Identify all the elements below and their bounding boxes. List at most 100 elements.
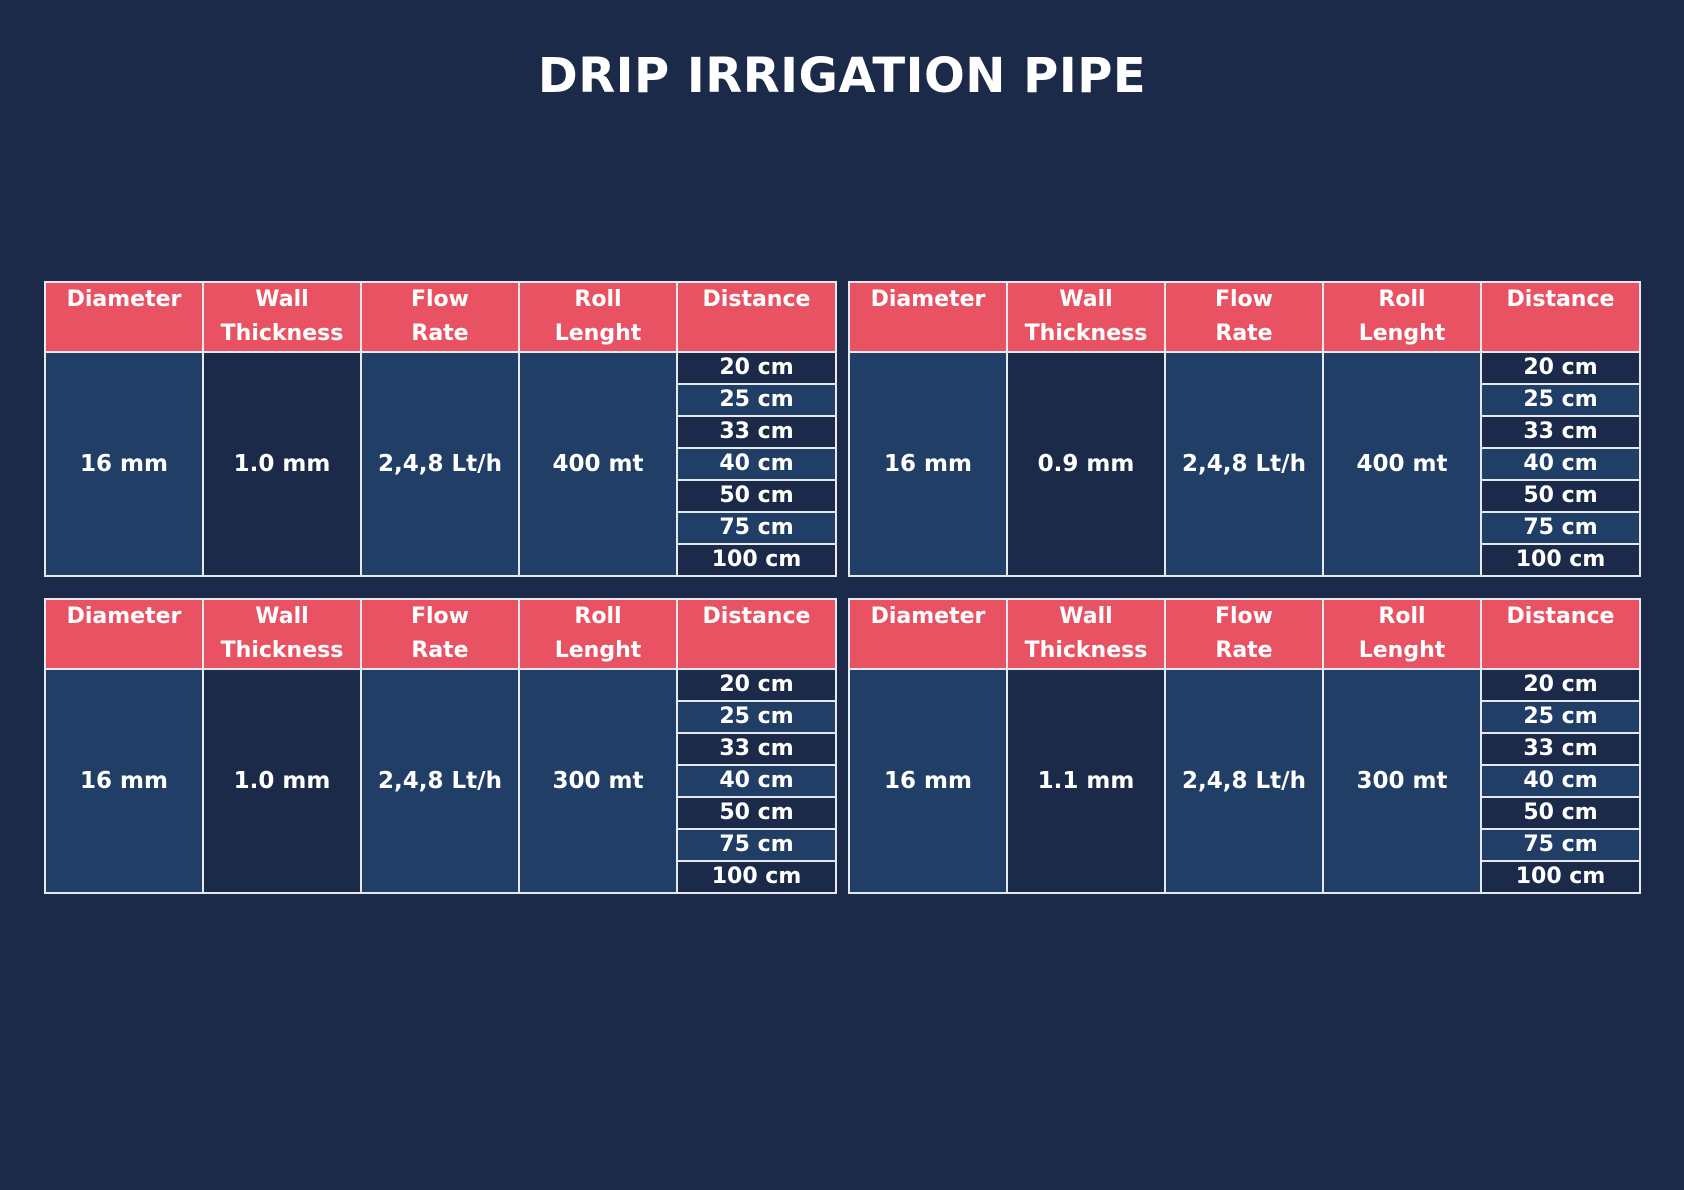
- header-flow-rate: Flow Rate: [1164, 598, 1324, 670]
- table-row: 33 cm: [45, 415, 837, 449]
- cell-distance: 33 cm: [1480, 415, 1641, 449]
- table-row: 25 cm: [45, 383, 837, 417]
- header-line: Lenght: [554, 321, 642, 346]
- header-line: Diameter: [66, 287, 182, 312]
- cell-distance: 25 cm: [1480, 700, 1641, 734]
- header-diameter: Diameter: [44, 598, 204, 670]
- cell-distance: 50 cm: [1480, 796, 1641, 830]
- cell-distance: 33 cm: [676, 415, 837, 449]
- header-line: Roll: [574, 287, 622, 312]
- cell-diameter: 16 mm: [848, 351, 1008, 577]
- table-row: 40 cm: [45, 447, 837, 481]
- table-row: 50 cm: [45, 796, 837, 830]
- cell-flow-rate: 2,4,8 Lt/h: [1164, 668, 1324, 894]
- header-wall-thickness: Wall Thickness: [202, 598, 362, 670]
- table-row: 100 cm: [45, 860, 837, 894]
- page-title: DRIP IRRIGATION PIPE: [537, 48, 1147, 104]
- cell-distance: 40 cm: [676, 764, 837, 798]
- header-wall-thickness: Wall Thickness: [202, 281, 362, 353]
- cell-diameter: 16 mm: [848, 668, 1008, 894]
- cell-distance: 25 cm: [1480, 383, 1641, 417]
- table-row: 50 cm: [45, 479, 837, 513]
- table-row: 33 cm: [849, 732, 1641, 766]
- table-row: 50 cm: [849, 479, 1641, 513]
- cell-wall-thickness: 0.9 mm: [1006, 351, 1166, 577]
- header-row: Diameter Wall Thickness Flow Rate Roll Lenght D…: [44, 281, 837, 353]
- table-row: 16 mm 1.0 mm 2,4,8 Lt/h 300 mt 20 cm: [44, 668, 837, 894]
- header-row: Diameter Wall Thickness Flow Rate Roll Lenght D…: [848, 598, 1641, 670]
- table-row: 40 cm: [849, 447, 1641, 481]
- cell-distance: 20 cm: [676, 668, 837, 702]
- table-row: 100 cm: [45, 543, 837, 577]
- cell-diameter: 16 mm: [44, 351, 204, 577]
- header-row: Diameter Wall Thickness Flow Rate Roll Lenght D…: [848, 281, 1641, 353]
- cell-distance: 40 cm: [1480, 764, 1641, 798]
- header-line: Lenght: [1358, 321, 1446, 346]
- cell-distance: 50 cm: [1480, 479, 1641, 513]
- table-row: 40 cm: [849, 764, 1641, 798]
- table-row: 33 cm: [849, 415, 1641, 449]
- header-line: Roll: [574, 604, 622, 629]
- cell-distance: 75 cm: [1480, 511, 1641, 545]
- header-line: Flow: [410, 287, 469, 312]
- header-line: Flow: [1214, 604, 1273, 629]
- table-row: 25 cm: [45, 700, 837, 734]
- table-row: 40 cm: [45, 764, 837, 798]
- table-row: 25 cm: [849, 383, 1641, 417]
- header-diameter: Diameter: [848, 598, 1008, 670]
- cell-distance: 100 cm: [676, 543, 837, 577]
- header-line: Roll: [1378, 287, 1426, 312]
- header-line: Distance: [1506, 604, 1615, 629]
- cell-distance: 20 cm: [676, 351, 837, 385]
- header-line: Lenght: [1358, 638, 1446, 663]
- cell-distance: 100 cm: [1480, 860, 1641, 894]
- spec-table-bottom-right: Diameter Wall Thickness Flow Rate Roll Lenght D…: [848, 598, 1641, 894]
- cell-wall-thickness: 1.1 mm: [1006, 668, 1166, 894]
- spec-table-top-left: Diameter Wall Thickness Flow Rate Roll Lenght D…: [44, 281, 837, 577]
- header-line: Diameter: [870, 604, 986, 629]
- header-line: Distance: [702, 604, 811, 629]
- header-line: Thickness: [220, 638, 344, 663]
- table-row: 75 cm: [45, 511, 837, 545]
- header-flow-rate: Flow Rate: [1164, 281, 1324, 353]
- header-roll-length: Roll Lenght: [518, 281, 678, 353]
- table-row: 100 cm: [849, 860, 1641, 894]
- header-line: Rate: [411, 321, 469, 346]
- cell-wall-thickness: 1.0 mm: [202, 351, 362, 577]
- cell-roll-length: 400 mt: [1322, 351, 1482, 577]
- cell-flow-rate: 2,4,8 Lt/h: [1164, 351, 1324, 577]
- table-row: 50 cm: [849, 796, 1641, 830]
- table-row: 75 cm: [45, 828, 837, 862]
- cell-distance: 33 cm: [1480, 732, 1641, 766]
- header-line: Distance: [702, 287, 811, 312]
- header-line: Diameter: [870, 287, 986, 312]
- header-line: Rate: [1215, 638, 1273, 663]
- cell-distance: 20 cm: [1480, 668, 1641, 702]
- header-line: Roll: [1378, 604, 1426, 629]
- header-flow-rate: Flow Rate: [360, 598, 520, 670]
- header-line: Thickness: [1024, 321, 1148, 346]
- header-roll-length: Roll Lenght: [1322, 598, 1482, 670]
- cell-distance: 50 cm: [676, 479, 837, 513]
- cell-distance: 20 cm: [1480, 351, 1641, 385]
- header-line: Wall: [255, 287, 309, 312]
- header-line: Thickness: [220, 321, 344, 346]
- header-line: Wall: [1059, 604, 1113, 629]
- header-row: Diameter Wall Thickness Flow Rate Roll Lenght D…: [44, 598, 837, 670]
- header-line: Flow: [1214, 287, 1273, 312]
- header-line: Thickness: [1024, 638, 1148, 663]
- header-distance: Distance: [676, 598, 837, 670]
- cell-flow-rate: 2,4,8 Lt/h: [360, 668, 520, 894]
- table-row: 16 mm 1.0 mm 2,4,8 Lt/h 400 mt 20 cm: [44, 351, 837, 577]
- table-row: 33 cm: [45, 732, 837, 766]
- cell-distance: 75 cm: [676, 828, 837, 862]
- cell-distance: 75 cm: [676, 511, 837, 545]
- cell-flow-rate: 2,4,8 Lt/h: [360, 351, 520, 577]
- table-row: 25 cm: [849, 700, 1641, 734]
- header-distance: Distance: [1480, 598, 1641, 670]
- cell-distance: 25 cm: [676, 700, 837, 734]
- header-line: Rate: [411, 638, 469, 663]
- cell-roll-length: 300 mt: [1322, 668, 1482, 894]
- cell-distance: 33 cm: [676, 732, 837, 766]
- header-flow-rate: Flow Rate: [360, 281, 520, 353]
